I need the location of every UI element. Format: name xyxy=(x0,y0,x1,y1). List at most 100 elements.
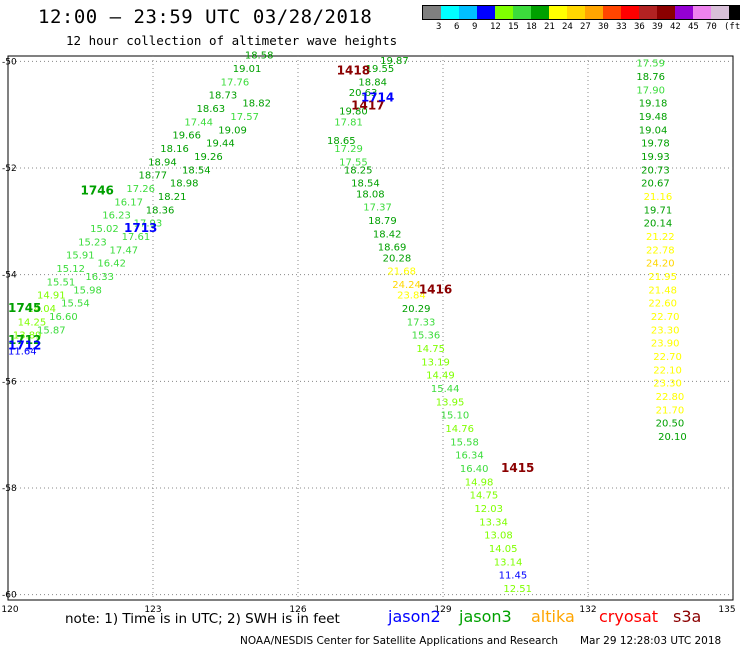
y-tick-label: -52 xyxy=(2,164,17,174)
legend-swatch xyxy=(459,6,477,19)
swh-value: 24.24 xyxy=(392,280,421,291)
y-tick-label: -56 xyxy=(2,377,17,387)
swh-value: 15.54 xyxy=(61,299,90,310)
swh-value: 18.36 xyxy=(146,205,175,216)
swh-value: 20.63 xyxy=(349,88,378,99)
x-tick-label: 126 xyxy=(289,605,306,615)
legend-swatch xyxy=(549,6,567,19)
legend-label: 27 xyxy=(580,22,591,32)
legend-swatch xyxy=(729,6,740,19)
swh-value: 17.61 xyxy=(122,232,151,243)
legend-swatch xyxy=(477,6,495,19)
axis-tick-labels: 120 123 126 129 132 135 -50 -52 -54 -56 -58 -60 xyxy=(1,57,735,615)
plot-frame xyxy=(7,55,734,601)
swh-value: 12.51 xyxy=(503,584,532,595)
swh-value: 18.77 xyxy=(139,171,168,182)
legend-swatch xyxy=(495,6,513,19)
swh-value: 23.84 xyxy=(397,291,426,302)
pass-time-label: 1418 xyxy=(337,64,370,78)
swh-value: 18.76 xyxy=(636,72,665,83)
swh-value: 20.67 xyxy=(641,179,670,190)
legend-jason2: jason2 xyxy=(388,607,441,626)
pass-time-label: 1713 xyxy=(124,221,157,235)
legend-label: 24 xyxy=(562,22,573,32)
swh-value: 17.55 xyxy=(339,157,368,168)
swh-value: 17.93 xyxy=(134,219,163,230)
swh-value: 19.78 xyxy=(641,139,670,150)
swh-value: 15.36 xyxy=(412,331,441,342)
swh-value: 21.95 xyxy=(648,272,677,283)
map-subtitle: 12 hour collection of altimeter wave hei… xyxy=(66,33,398,48)
legend-swatch xyxy=(513,6,531,19)
swh-value: 24.20 xyxy=(646,259,675,270)
pass-time-label: 1416 xyxy=(419,282,452,296)
legend-label: 70 xyxy=(706,22,717,32)
swh-value: 17.33 xyxy=(407,317,436,328)
legend-s3a: s3a xyxy=(673,607,702,626)
swh-value: 15.58 xyxy=(450,437,479,448)
swh-value: 21.22 xyxy=(646,232,675,243)
x-tick-label: 132 xyxy=(579,605,596,615)
lat-lon-grid xyxy=(7,55,734,601)
swh-value: 23.90 xyxy=(651,339,680,350)
swh-value: 15.02 xyxy=(90,224,119,235)
swh-value: 14.76 xyxy=(445,424,474,435)
pass-time-label: 1745 xyxy=(8,301,41,315)
swh-value: 11.45 xyxy=(499,571,528,582)
pass-time-label: 1714 xyxy=(361,90,394,104)
swh-value: 17.57 xyxy=(230,112,259,123)
swh-value: 13.14 xyxy=(494,557,523,568)
swh-value: 17.26 xyxy=(126,184,155,195)
swh-value: 16.42 xyxy=(97,259,126,270)
legend-swatch xyxy=(585,6,603,19)
swh-value: 15.51 xyxy=(47,277,76,288)
legend-swatch xyxy=(531,6,549,19)
x-tick-label: 123 xyxy=(144,605,161,615)
legend-swatch xyxy=(621,6,639,19)
swh-value: 17.59 xyxy=(636,59,665,70)
legend-label: 21 xyxy=(544,22,555,32)
swh-value: 18.54 xyxy=(182,165,211,176)
legend-label: 33 xyxy=(616,22,627,32)
legend-label: 3 xyxy=(436,22,442,32)
swh-value: 18.84 xyxy=(358,77,387,88)
swh-value: 14.04 xyxy=(27,304,56,315)
pass-time-label: 1415 xyxy=(501,461,534,475)
swh-value: 14.75 xyxy=(416,344,445,355)
swh-value: 13.19 xyxy=(421,357,450,368)
swh-value: 19.09 xyxy=(218,125,247,136)
swh-value: 21.16 xyxy=(644,192,673,203)
legend-label: 6 xyxy=(454,22,460,32)
swh-value: 15.10 xyxy=(441,411,470,422)
swh-value: 21.48 xyxy=(648,285,677,296)
swh-value: 19.04 xyxy=(639,125,668,136)
pass-time-label: 1417 xyxy=(351,98,384,112)
map-title: 12:00 – 23:59 UTC 03/28/2018 xyxy=(38,6,373,28)
swh-value: 19.01 xyxy=(233,64,262,75)
swh-value: 18.65 xyxy=(327,136,356,147)
swh-value: 18.42 xyxy=(373,229,402,240)
swh-value: 18.21 xyxy=(158,192,187,203)
swh-value: 20.28 xyxy=(383,253,412,264)
swh-value: 19.87 xyxy=(380,56,409,67)
legend-jason3: jason3 xyxy=(459,607,512,626)
swh-value: 13.34 xyxy=(479,517,508,528)
swh-value: 18.94 xyxy=(148,157,177,168)
swh-value: 17.37 xyxy=(363,203,392,214)
swh-value: 13.95 xyxy=(436,397,465,408)
swh-value: 15.44 xyxy=(431,384,460,395)
legend-swatch xyxy=(441,6,459,19)
swh-value: 20.50 xyxy=(656,419,685,430)
x-tick-label: 135 xyxy=(718,605,735,615)
swh-value: 11.64 xyxy=(8,347,37,358)
pass-time-label: 1746 xyxy=(81,184,114,198)
swh-value: 18.79 xyxy=(368,216,397,227)
swh-value: 18.63 xyxy=(197,104,226,115)
swh-value: 22.78 xyxy=(646,245,675,256)
legend-swatch xyxy=(603,6,621,19)
swh-value: 14.25 xyxy=(18,317,47,328)
swh-value: 18.25 xyxy=(344,165,373,176)
